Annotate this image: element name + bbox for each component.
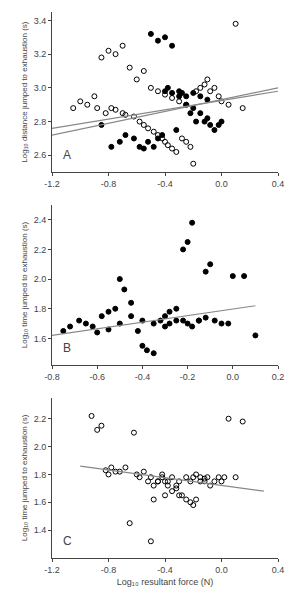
svg-text:A: A [63, 148, 71, 162]
svg-text:2.2: 2.2 [34, 414, 47, 424]
svg-text:2.0: 2.0 [34, 274, 47, 284]
svg-text:Log₁₀ time jumped to exhaustio: Log₁₀ time jumped to exhaustion (s) [20, 414, 29, 541]
svg-text:3.2: 3.2 [34, 49, 47, 59]
svg-text:-0.8: -0.8 [101, 565, 117, 575]
svg-text:2.0: 2.0 [34, 442, 47, 452]
svg-text:2.4: 2.4 [34, 215, 47, 225]
svg-text:1.8: 1.8 [34, 470, 47, 480]
svg-text:3.0: 3.0 [34, 83, 47, 93]
svg-text:1.8: 1.8 [34, 304, 47, 314]
svg-text:C: C [63, 534, 72, 548]
svg-text:2.6: 2.6 [34, 150, 47, 160]
svg-text:0.4: 0.4 [272, 179, 285, 189]
svg-text:3.4: 3.4 [34, 16, 47, 26]
svg-text:B: B [63, 341, 71, 355]
svg-text:2.8: 2.8 [34, 117, 47, 127]
svg-text:2.2: 2.2 [34, 245, 47, 255]
svg-text:1.4: 1.4 [34, 525, 47, 535]
svg-text:-0.2: -0.2 [180, 372, 196, 382]
svg-text:0.0: 0.0 [227, 372, 240, 382]
svg-text:-1.2: -1.2 [44, 565, 60, 575]
svg-text:Log₁₀ time jumped to exhaustio: Log₁₀ time jumped to exhaustion (s) [20, 221, 29, 348]
svg-text:-0.4: -0.4 [157, 565, 173, 575]
svg-text:0.2: 0.2 [272, 372, 285, 382]
svg-text:-0.4: -0.4 [135, 372, 151, 382]
svg-text:-0.4: -0.4 [157, 179, 173, 189]
svg-text:1.6: 1.6 [34, 334, 47, 344]
svg-text:0.0: 0.0 [215, 179, 228, 189]
svg-text:Log₁₀ distance jumped to exhau: Log₁₀ distance jumped to exhaustion (s) [20, 21, 29, 163]
svg-text:-0.8: -0.8 [44, 372, 60, 382]
svg-text:-0.8: -0.8 [101, 179, 117, 189]
svg-text:0.0: 0.0 [215, 565, 228, 575]
svg-text:Log₁₀ resultant force (N): Log₁₀ resultant force (N) [117, 577, 213, 587]
svg-text:0.4: 0.4 [272, 565, 285, 575]
svg-text:-1.2: -1.2 [44, 179, 60, 189]
svg-text:1.6: 1.6 [34, 497, 47, 507]
svg-text:-0.6: -0.6 [89, 372, 105, 382]
